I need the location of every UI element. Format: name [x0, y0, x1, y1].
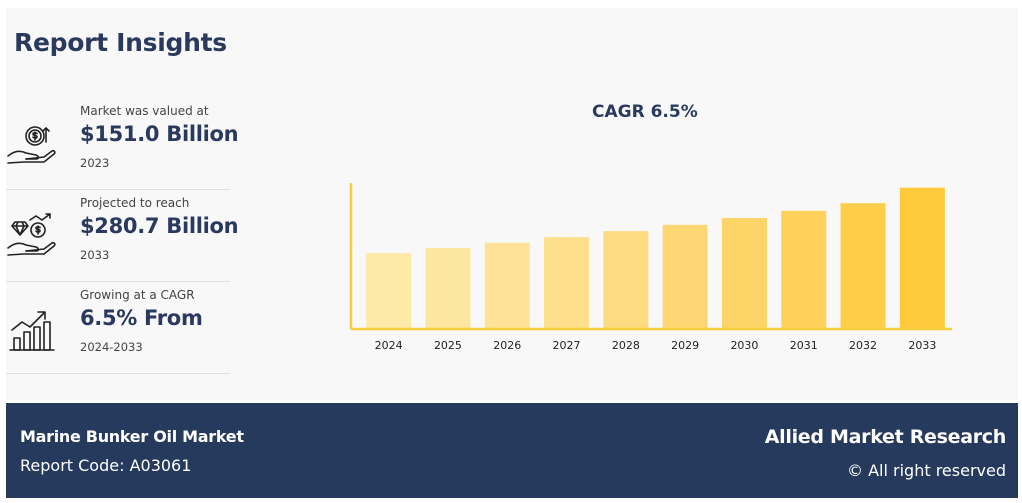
insight-year: 2033: [80, 248, 110, 262]
bar-2030: [721, 218, 767, 329]
chart-title: CAGR 6.5%: [592, 102, 698, 122]
report-card: Report Insights Market was valued at $15…: [6, 8, 1018, 400]
x-tick-label: 2029: [671, 339, 699, 352]
page-title: Report Insights: [14, 28, 227, 57]
x-tick-label: 2027: [553, 339, 581, 352]
bar-2028: [603, 231, 649, 329]
bar-2029: [662, 224, 708, 329]
insight-value: 6.5% From: [80, 306, 203, 330]
divider: [6, 189, 230, 190]
bar-2031: [781, 210, 827, 329]
insight-year: 2024-2033: [80, 340, 143, 354]
insight-market-value: Market was valued at $151.0 Billion 2023: [6, 98, 239, 190]
bar-2027: [544, 237, 590, 329]
insight-year: 2023: [80, 156, 110, 170]
x-tick-label: 2032: [849, 339, 877, 352]
bar-2025: [425, 248, 471, 329]
divider: [6, 281, 230, 282]
x-tick-label: 2033: [908, 339, 936, 352]
divider: [6, 373, 230, 374]
brand-name: Allied Market Research: [764, 426, 1007, 448]
bar-2032: [840, 203, 886, 329]
bar-chart: CAGR 6.5% 2024 2025 2026 2027 2028 2029 2030 20…: [306, 88, 986, 378]
x-tick-label: 2031: [790, 339, 818, 352]
market-name: Marine Bunker Oil Market: [20, 427, 244, 446]
report-code: Report Code: A03061: [20, 456, 192, 475]
bar-2024: [366, 252, 412, 329]
x-tick-label: 2030: [730, 339, 758, 352]
bar-2033: [899, 187, 945, 329]
diamond-coin-hand-icon: [7, 213, 56, 256]
copyright: © All right reserved: [847, 461, 1006, 480]
insight-label: Projected to reach: [80, 196, 190, 210]
insight-value: $280.7 Billion: [80, 214, 239, 238]
growth-chart-icon: [9, 311, 55, 351]
insight-label: Growing at a CAGR: [80, 288, 195, 302]
insight-label: Market was valued at: [80, 104, 209, 118]
footer: Marine Bunker Oil Market Report Code: A0…: [6, 403, 1018, 498]
x-tick-label: 2026: [493, 339, 521, 352]
insight-value: $151.0 Billion: [80, 122, 239, 146]
insight-cagr: Growing at a CAGR 6.5% From 2024-2033: [6, 282, 230, 374]
chart-canvas: 2024 2025 2026 2027 2028 2029 2030 2031 2032 2033: [349, 183, 952, 352]
x-tick-label: 2028: [612, 339, 640, 352]
x-tick-label: 2024: [375, 339, 403, 352]
x-tick-label: 2025: [434, 339, 462, 352]
bar-2026: [484, 242, 530, 329]
insight-projected-value: Projected to reach $280.7 Billion 2033: [6, 190, 239, 282]
money-hand-icon: [7, 126, 56, 164]
